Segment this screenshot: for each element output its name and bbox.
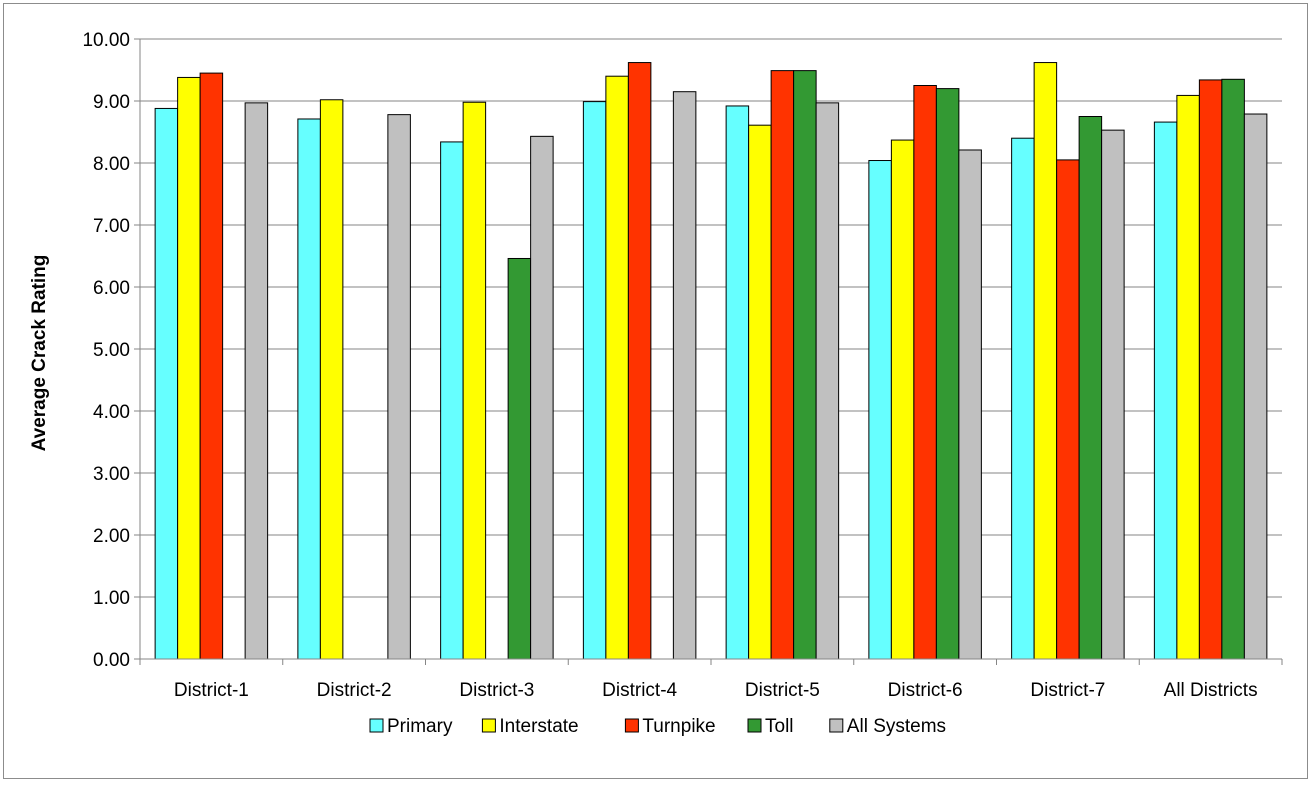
- bar-toll: [507, 257, 532, 660]
- x-tick-label: District-2: [317, 680, 392, 701]
- bar-interstate: [605, 75, 629, 660]
- bar-all-systems: [672, 91, 697, 660]
- y-tick-label: 8.00: [93, 154, 130, 175]
- bar-toll: [793, 70, 817, 660]
- axes: [134, 38, 1283, 665]
- bar-turnpike: [1198, 79, 1223, 660]
- legend: Primary Interstate Turnpike Toll All Systems: [369, 716, 946, 737]
- y-tick-label: 2.00: [93, 526, 130, 547]
- bar-primary: [725, 105, 750, 660]
- y-tick-labels: 0.00 1.00 2.00 3.00 4.00 5.00 6.00 7.00 8.00 9.00…: [82, 30, 130, 671]
- bar-primary: [582, 101, 607, 660]
- bars: [154, 62, 1268, 660]
- y-tick-label: 5.00: [93, 340, 130, 361]
- bar-turnpike: [913, 85, 937, 660]
- y-tick-label: 0.00: [93, 650, 130, 671]
- legend-label: Primary: [387, 716, 453, 737]
- legend-item: All Systems: [829, 716, 946, 737]
- legend-swatch: [747, 718, 762, 733]
- bar-all-systems: [244, 102, 269, 660]
- legend-item: Toll: [747, 716, 794, 737]
- bar-interstate: [748, 124, 772, 660]
- bar-all-systems: [1243, 113, 1268, 660]
- y-tick-label: 9.00: [93, 92, 130, 113]
- chart-area: 0.00 1.00 2.00 3.00 4.00 5.00 6.00 7.00 8.00 9.00…: [3, 3, 1308, 779]
- legend-swatch: [481, 718, 496, 733]
- legend-item: Primary: [369, 716, 453, 737]
- bar-primary: [1011, 137, 1035, 660]
- y-axis-label: Average Crack Rating: [29, 255, 50, 452]
- legend-item: Interstate: [481, 716, 579, 737]
- y-tick-label: 7.00: [93, 216, 130, 237]
- legend-label: All Systems: [847, 716, 946, 737]
- bar-turnpike: [1056, 159, 1080, 660]
- bar-primary: [868, 160, 892, 660]
- x-tick-label: District-6: [888, 680, 963, 701]
- bar-all-systems: [958, 149, 982, 660]
- y-tick-label: 6.00: [93, 278, 130, 299]
- bar-primary: [297, 118, 321, 660]
- bar-all-systems: [530, 135, 554, 660]
- x-tick-label: All Districts: [1164, 680, 1258, 701]
- bar-turnpike: [770, 70, 795, 660]
- legend-swatch: [624, 718, 639, 733]
- x-tick-labels: District-1 District-2 District-3 District-4…: [174, 680, 1258, 701]
- bar-interstate: [1176, 94, 1200, 660]
- legend-swatch: [829, 718, 844, 733]
- bar-primary: [1153, 121, 1178, 660]
- bar-interstate: [177, 76, 201, 660]
- bar-primary: [154, 107, 179, 660]
- legend-label: Toll: [765, 716, 794, 737]
- legend-label: Interstate: [499, 716, 578, 737]
- bar-interstate: [1033, 62, 1058, 660]
- x-tick-label: District-5: [745, 680, 820, 701]
- legend-label: Turnpike: [642, 716, 715, 737]
- bar-toll: [1221, 78, 1245, 660]
- legend-swatch: [369, 718, 384, 733]
- legend-item: Turnpike: [624, 716, 716, 737]
- bar-interstate: [462, 101, 487, 660]
- bar-chart: 0.00 1.00 2.00 3.00 4.00 5.00 6.00 7.00 8.00 9.00…: [29, 30, 1283, 737]
- bar-all-systems: [387, 114, 411, 660]
- bar-interstate: [890, 139, 915, 660]
- y-tick-label: 3.00: [93, 464, 130, 485]
- bar-all-systems: [815, 102, 840, 660]
- x-tick-label: District-3: [459, 680, 534, 701]
- y-tick-label: 4.00: [93, 402, 130, 423]
- bar-all-systems: [1101, 129, 1125, 660]
- bar-toll: [935, 88, 960, 660]
- x-tick-label: District-1: [174, 680, 249, 701]
- bar-interstate: [319, 99, 344, 660]
- x-tick-label: District-4: [602, 680, 677, 701]
- x-tick-label: District-7: [1030, 680, 1105, 701]
- bar-toll: [1078, 116, 1103, 660]
- y-tick-label: 10.00: [82, 30, 130, 51]
- bar-primary: [440, 141, 464, 660]
- y-tick-label: 1.00: [93, 588, 130, 609]
- bar-turnpike: [627, 62, 652, 660]
- bar-turnpike: [199, 72, 224, 660]
